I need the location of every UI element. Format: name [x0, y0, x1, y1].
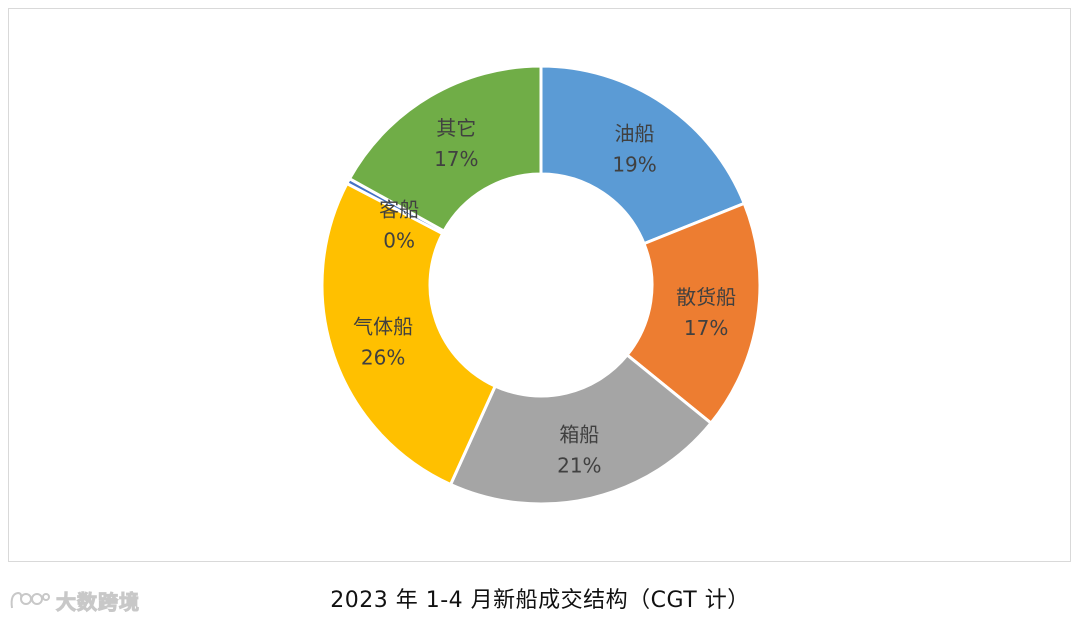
chart-area: 油船 19% 散货船 17% 箱船 21% 气体船 26% 客船 0% 其它 17%	[8, 8, 1071, 562]
slice-percent-label: 19%	[612, 153, 656, 177]
donut-slice-4	[320, 181, 498, 487]
slice-name-label: 散货船	[676, 285, 736, 309]
donut-chart: 油船 19% 散货船 17% 箱船 21% 气体船 26% 客船 0% 其它 17%	[320, 64, 762, 506]
slice-percent-label: 0%	[383, 229, 415, 253]
slice-percent-label: 17%	[434, 147, 478, 171]
slice-name-label: 箱船	[559, 423, 599, 447]
slice-name-label: 气体船	[353, 314, 413, 338]
slice-name-label: 其它	[436, 116, 476, 140]
watermark: 大数跨境	[8, 586, 140, 615]
watermark-logo-icon	[10, 591, 50, 608]
donut-slice-6	[347, 64, 543, 234]
slice-name-label: 油船	[615, 122, 655, 146]
slice-percent-label: 26%	[361, 345, 405, 369]
slice-name-label: 客船	[379, 198, 419, 222]
watermark-text: 大数跨境	[56, 590, 140, 615]
donut-slice-2	[625, 201, 762, 426]
slice-percent-label: 17%	[684, 316, 728, 340]
slice-percent-label: 21%	[557, 454, 601, 478]
donut-slice-1	[539, 64, 747, 246]
chart-title: 2023 年 1-4 月新船成交结构（CGT 计）	[330, 588, 750, 613]
donut-slice-3	[448, 352, 714, 506]
